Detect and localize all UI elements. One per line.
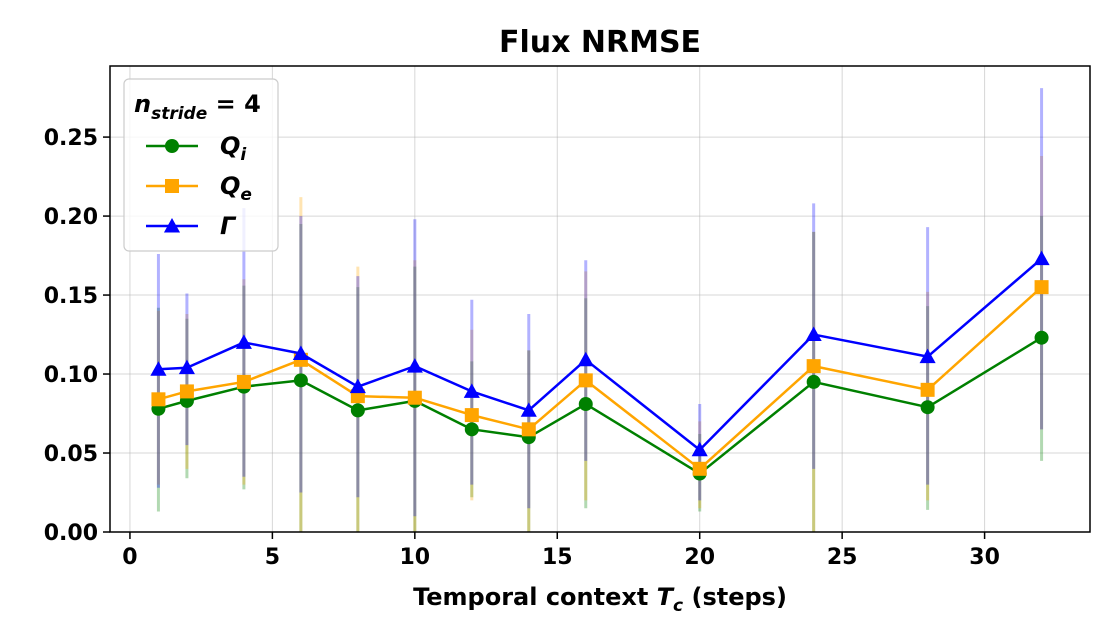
data-point-square	[920, 382, 935, 397]
x-tick-label: 10	[400, 545, 431, 570]
data-point-triangle	[235, 334, 252, 349]
data-point-square	[578, 373, 593, 388]
data-point-triangle	[691, 441, 708, 457]
series-line	[158, 286, 1043, 471]
data-point-circle	[920, 400, 935, 415]
data-point-triangle	[163, 217, 181, 233]
data-point-triangle	[1033, 250, 1050, 266]
legend-label-subscript: i	[240, 145, 247, 165]
legend-title-subscript: stride	[151, 104, 207, 124]
legend-label-name: Γ	[220, 212, 237, 240]
error-bars-series-3	[156, 88, 1044, 517]
data-point-triangle	[406, 358, 423, 373]
data-point-circle	[1034, 330, 1049, 345]
data-point-square	[464, 408, 479, 423]
data-point-triangle	[463, 383, 480, 398]
legend-label: Γ	[220, 212, 237, 240]
x-tick-label: 0	[122, 545, 137, 570]
legend-label-subscript: e	[240, 185, 252, 205]
data-point-square	[1034, 280, 1049, 295]
x-axis-label-suffix: (steps)	[683, 583, 787, 611]
y-axis-ticks: 0.00 0.05 0.10 0.15 0.20 0.25	[44, 126, 110, 546]
data-point-circle	[464, 422, 479, 437]
x-tick-label: 25	[827, 545, 858, 570]
legend-entry-3: Γ	[146, 212, 237, 240]
x-tick-label: 20	[684, 545, 715, 570]
legend-label: Qe	[220, 172, 252, 205]
error-bars	[156, 88, 1044, 532]
data-point-triangle	[349, 378, 366, 394]
data-point-circle	[806, 374, 821, 389]
x-axis-label-symbol: T	[657, 583, 675, 611]
x-axis-label-prefix: Temporal context	[413, 583, 657, 611]
y-tick-label: 0.05	[44, 442, 98, 467]
data-point-triangle	[577, 351, 594, 367]
data-point-square	[236, 374, 251, 389]
data-point-circle	[165, 139, 179, 153]
legend-title: nstride = 4	[134, 90, 261, 124]
data-point-triangle	[292, 345, 309, 360]
x-axis-label-subscript: c	[673, 596, 683, 616]
data-point-triangle	[178, 359, 195, 375]
legend-entry-2: Qe	[146, 172, 252, 205]
legend-label-name: Q	[220, 172, 240, 200]
data-point-square	[179, 384, 194, 399]
legend-label: Qi	[220, 132, 247, 165]
chart-title: Flux NRMSE	[499, 25, 701, 60]
data-point-square	[151, 392, 166, 407]
x-tick-label: 5	[265, 545, 280, 570]
data-point-square	[806, 359, 821, 374]
y-tick-label: 0.25	[44, 126, 98, 151]
x-axis-ticks: 0 5 10 15 20 25 30	[122, 532, 1000, 570]
y-tick-label: 0.15	[44, 284, 98, 309]
plot-area-frame	[109, 65, 1091, 533]
data-point-circle	[578, 397, 593, 412]
data-point-square	[165, 179, 179, 193]
y-tick-label: 0.20	[44, 205, 98, 230]
data-point-square	[521, 422, 536, 437]
data-point-triangle	[520, 402, 537, 417]
legend-title-symbol: n	[134, 90, 151, 118]
series-lines	[150, 250, 1050, 481]
data-point-circle	[293, 373, 308, 388]
data-point-triangle	[150, 361, 167, 376]
series-3	[150, 250, 1050, 457]
x-axis-label: Temporal context Tc (steps)	[413, 583, 787, 616]
legend-title-suffix: = 4	[207, 90, 261, 118]
data-point-square	[407, 390, 422, 405]
data-point-square	[692, 461, 707, 476]
series-2	[151, 280, 1049, 476]
legend-entry-1: Qi	[146, 132, 247, 165]
legend-label-name: Q	[220, 132, 240, 160]
y-tick-label: 0.10	[44, 363, 98, 388]
legend-box	[123, 78, 279, 252]
data-point-circle	[350, 403, 365, 418]
x-tick-label: 30	[969, 545, 1000, 570]
error-bars-series-2	[156, 156, 1044, 532]
series-line	[158, 257, 1043, 452]
y-tick-label: 0.00	[44, 521, 98, 546]
data-point-triangle	[805, 326, 822, 341]
data-point-triangle	[919, 348, 936, 364]
x-tick-label: 15	[542, 545, 573, 570]
